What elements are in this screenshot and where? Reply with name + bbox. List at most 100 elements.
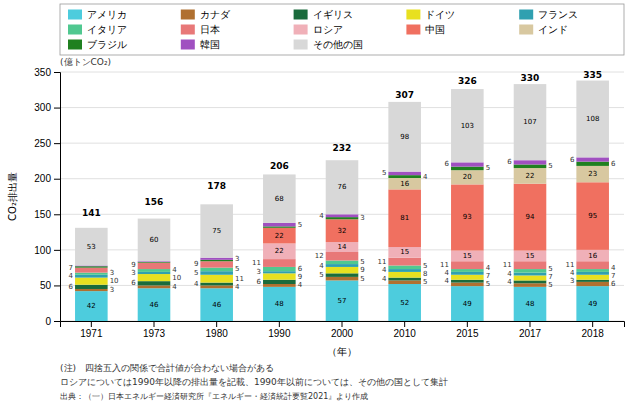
data-label: 5 [298, 221, 302, 229]
legend-item: ロシア [294, 24, 343, 35]
legend-box [60, 4, 624, 55]
legend-label: イタリア [87, 24, 127, 35]
series [75, 81, 609, 266]
bar-segment [263, 280, 296, 284]
tick: 2010 [394, 321, 417, 339]
data-label: 6 [445, 160, 450, 168]
tick: 50 [40, 280, 60, 291]
data-label: 22 [275, 247, 284, 255]
data-label: 16 [588, 252, 597, 260]
tick: 1990 [268, 321, 291, 339]
series [75, 273, 609, 289]
data-label: 49 [463, 300, 472, 308]
y-axis: 050100150200250300350 [34, 67, 60, 327]
data-label: 98 [400, 133, 409, 141]
bar-segment [451, 167, 484, 171]
bar-segment [75, 268, 108, 273]
data-label: 8 [423, 270, 427, 278]
bar-segment [388, 280, 421, 284]
bar-segment [75, 228, 108, 266]
bar-segment [388, 278, 421, 281]
data-label: 6 [507, 158, 512, 166]
series [75, 157, 609, 266]
tick-label: 2000 [331, 328, 354, 339]
bar-segment [388, 247, 421, 258]
bar-segment [514, 269, 547, 273]
data-label: 15 [463, 252, 472, 260]
bar-segment [200, 204, 233, 257]
data-label: 3 [257, 268, 261, 276]
data-label: 81 [400, 214, 409, 222]
data-label: 4 [611, 264, 616, 272]
total-label: 178 [207, 181, 226, 191]
data-label: 4 [382, 266, 387, 274]
data-label: 6 [611, 280, 616, 288]
legend-item: フランス [519, 9, 578, 20]
tick-label: 100 [34, 245, 51, 256]
data-label: 5 [194, 269, 198, 277]
bar-segment [388, 266, 421, 270]
bar-segment [138, 262, 171, 263]
bar-segment [263, 267, 296, 271]
chart: 0501001502002503003501971197319801990200… [0, 0, 639, 405]
bar-segment [514, 275, 547, 280]
bar-segment [388, 269, 421, 272]
tick-label: 2018 [582, 328, 605, 339]
total-label: 326 [458, 76, 477, 86]
legend-label: ドイツ [425, 9, 455, 20]
bar-segment [388, 272, 421, 278]
data-label: 15 [400, 248, 409, 256]
legend-swatch [406, 10, 420, 20]
bar-segment [75, 267, 108, 268]
bar-segment [326, 277, 359, 281]
bar-segment [200, 261, 233, 267]
bar-segment [451, 162, 484, 166]
legend-swatch [181, 25, 195, 35]
bar-segment [576, 269, 609, 272]
bar-segment [576, 182, 609, 250]
bar-segment [514, 251, 547, 262]
tick-mark [54, 179, 60, 180]
legend-item: ブラジル [68, 39, 127, 50]
data-label: 4 [298, 281, 303, 289]
data-label: 11 [252, 259, 261, 267]
tick-mark [592, 321, 593, 327]
bar-segment [263, 226, 296, 227]
legend-swatch [519, 10, 533, 20]
legend-label: フランス [538, 9, 578, 20]
annotation: (注) 四捨五入の関係で合計値が合わない場合がある [60, 363, 274, 373]
tick-mark [404, 321, 405, 327]
bar-segment [326, 273, 359, 277]
tick: 2017 [519, 321, 542, 339]
tick-mark [154, 321, 155, 327]
data-label: 5 [319, 271, 323, 279]
data-label: 3 [131, 269, 135, 277]
data-label: 5 [486, 280, 490, 288]
data-label: 48 [526, 300, 535, 308]
tick-mark [279, 321, 280, 327]
legend-swatch [181, 10, 195, 20]
tick-mark [54, 143, 60, 144]
data-label: 94 [526, 213, 535, 221]
data-label: 6 [69, 283, 74, 291]
bar-segment [326, 280, 359, 321]
bar-segment [326, 214, 359, 217]
data-label: 14 [338, 243, 347, 251]
total-label: 156 [145, 197, 164, 207]
legend-swatch [68, 10, 82, 20]
tick-label: 2015 [456, 328, 479, 339]
plot: 0501001502002503003501971197319801990200… [34, 67, 624, 339]
tick-label: 2017 [519, 328, 542, 339]
data-label: 3 [360, 214, 364, 222]
bar-segment [200, 285, 233, 288]
bar-segment [200, 258, 233, 260]
bar-segment [138, 262, 171, 263]
data-label: 5 [423, 262, 427, 270]
bar-segment [75, 291, 108, 321]
bar-segment [451, 89, 484, 162]
data-label: 7 [69, 264, 73, 272]
annotation: 出典：（一）日本エネルギー経済研究所『エネルギー・経済統計要覧2021』より作成 [60, 392, 368, 401]
annotation: ロシアについては1990年以降の排出量を記載、1990年以前については、その他の… [60, 377, 448, 387]
data-label: 22 [526, 172, 535, 180]
bar-segment [326, 217, 359, 219]
